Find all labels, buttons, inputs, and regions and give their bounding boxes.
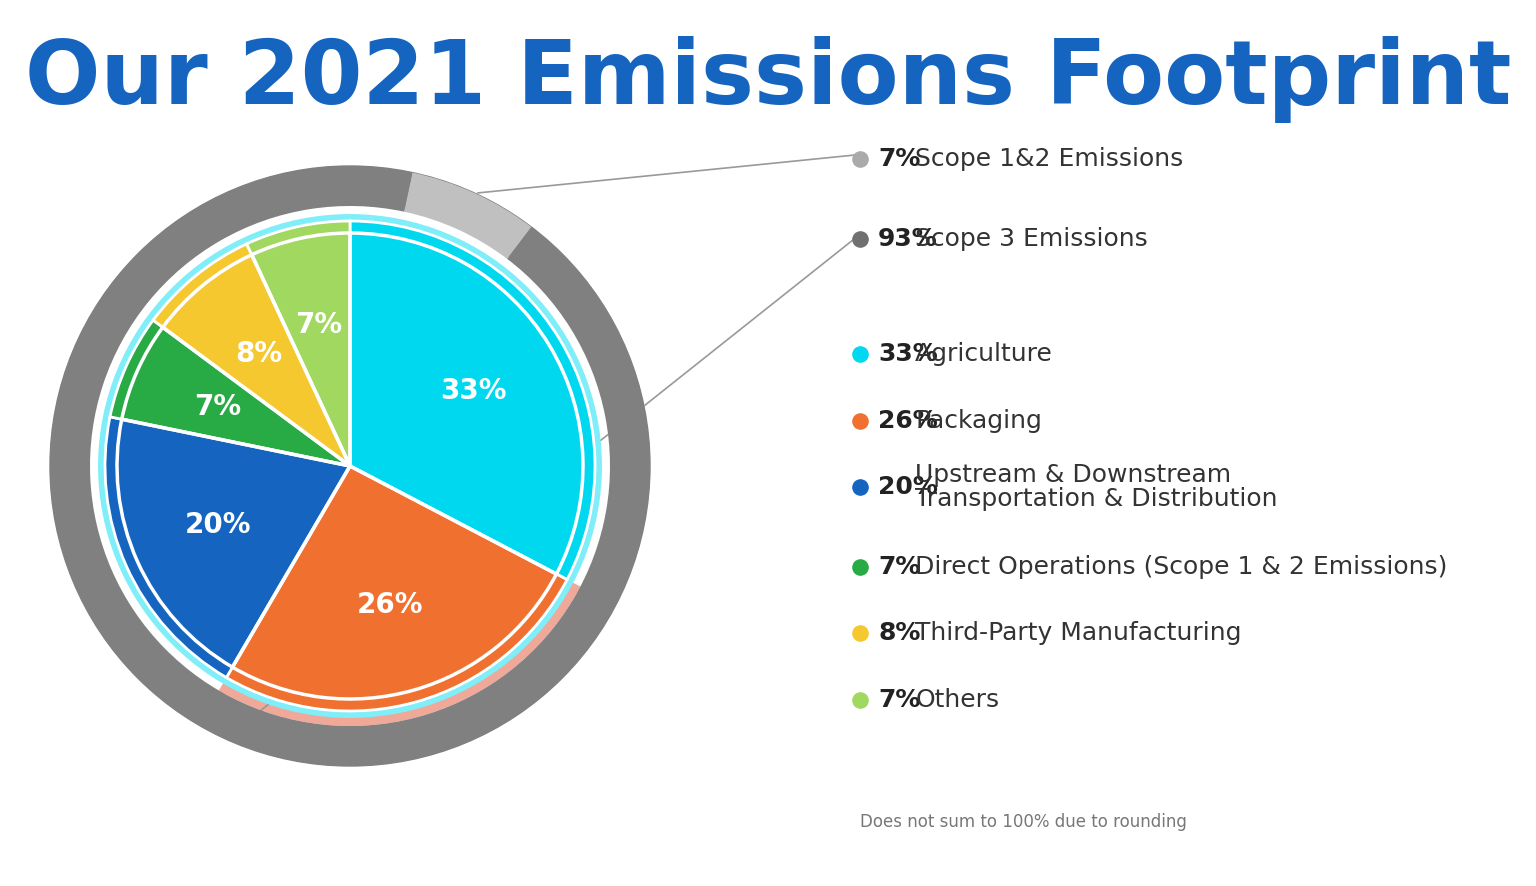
Text: 93%: 93% — [879, 227, 938, 252]
Point — [848, 693, 872, 707]
Circle shape — [88, 204, 611, 728]
Text: Scope 3 Emissions: Scope 3 Emissions — [915, 227, 1147, 252]
Text: 7%: 7% — [879, 555, 920, 579]
Wedge shape — [226, 466, 567, 711]
Text: Direct Operations (Scope 1 & 2 Emissions): Direct Operations (Scope 1 & 2 Emissions… — [915, 555, 1447, 579]
Text: Agriculture: Agriculture — [915, 342, 1054, 367]
Point — [848, 347, 872, 361]
Text: 7%: 7% — [195, 393, 241, 421]
Wedge shape — [350, 221, 594, 579]
Wedge shape — [121, 327, 350, 466]
Point — [848, 152, 872, 167]
Wedge shape — [51, 166, 650, 766]
Wedge shape — [154, 244, 350, 466]
Text: 33%: 33% — [441, 377, 507, 405]
Text: Third-Party Manufacturing: Third-Party Manufacturing — [915, 621, 1241, 645]
Text: 20%: 20% — [184, 511, 252, 539]
Wedge shape — [104, 416, 350, 678]
Wedge shape — [111, 320, 350, 466]
Text: 7%: 7% — [295, 311, 343, 339]
Text: 8%: 8% — [235, 340, 283, 368]
Text: 7%: 7% — [879, 147, 920, 172]
Wedge shape — [350, 233, 584, 574]
Wedge shape — [117, 419, 350, 667]
Wedge shape — [163, 255, 350, 466]
Text: Others: Others — [915, 688, 1000, 711]
Wedge shape — [218, 578, 581, 726]
Wedge shape — [232, 466, 556, 699]
Text: Packaging: Packaging — [915, 408, 1041, 433]
Text: 7%: 7% — [879, 688, 920, 711]
Circle shape — [51, 166, 650, 766]
Text: Scope 1&2 Emissions: Scope 1&2 Emissions — [915, 147, 1183, 172]
Text: Does not sum to 100% due to rounding: Does not sum to 100% due to rounding — [860, 813, 1187, 831]
Wedge shape — [252, 233, 350, 466]
Text: 26%: 26% — [879, 408, 938, 433]
Text: 26%: 26% — [356, 591, 422, 618]
Text: Our 2021 Emissions Footprint: Our 2021 Emissions Footprint — [25, 36, 1511, 123]
Point — [848, 560, 872, 574]
Point — [848, 626, 872, 641]
Wedge shape — [247, 221, 350, 466]
Text: 33%: 33% — [879, 342, 938, 367]
Point — [848, 480, 872, 494]
Text: Upstream & Downstream: Upstream & Downstream — [915, 463, 1232, 487]
Text: 20%: 20% — [879, 475, 938, 500]
Text: Transportation & Distribution: Transportation & Distribution — [915, 487, 1278, 511]
Wedge shape — [404, 173, 531, 259]
Text: 8%: 8% — [879, 621, 920, 645]
Circle shape — [91, 206, 610, 726]
Point — [848, 232, 872, 246]
Point — [848, 414, 872, 428]
